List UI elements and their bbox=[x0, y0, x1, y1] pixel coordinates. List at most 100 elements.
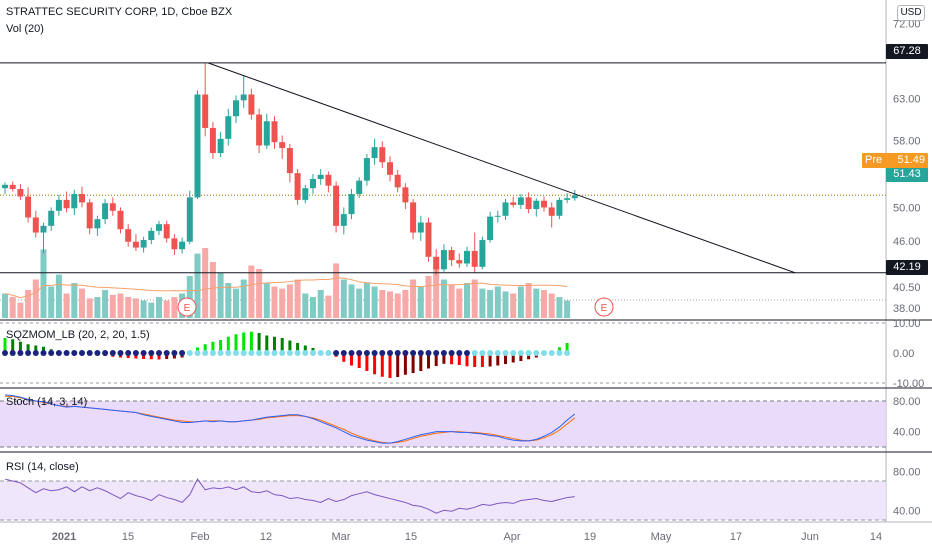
squeeze-dot bbox=[9, 350, 16, 356]
time-tick-label: 17 bbox=[730, 531, 742, 543]
squeeze-dot bbox=[171, 350, 178, 356]
candle-body bbox=[556, 199, 563, 216]
volume-bar bbox=[240, 279, 247, 318]
squeeze-dot bbox=[148, 350, 155, 356]
currency-button[interactable]: USD bbox=[897, 5, 925, 21]
volume-bar bbox=[25, 290, 32, 318]
grid-layer bbox=[0, 194, 886, 301]
candle-body bbox=[440, 250, 447, 270]
time-tick-label: Jun bbox=[801, 531, 819, 543]
candle-body bbox=[240, 94, 247, 101]
momentum-bar bbox=[450, 353, 454, 365]
volume-ma-line bbox=[4, 277, 568, 299]
volume-bar bbox=[140, 300, 147, 318]
price-tick-label: 63.00 bbox=[893, 94, 921, 106]
volume-bar bbox=[371, 286, 378, 318]
squeeze-dot bbox=[363, 350, 370, 356]
momentum-bar bbox=[565, 343, 569, 353]
squeeze-dot bbox=[525, 350, 532, 356]
momentum-bar bbox=[303, 345, 307, 353]
candle-body bbox=[256, 114, 263, 146]
stoch-label: Stoch (14, 3, 14) bbox=[6, 396, 88, 408]
stoch-tick-label: 40.00 bbox=[893, 427, 921, 439]
volume-bar bbox=[102, 290, 109, 318]
candle-body bbox=[410, 202, 417, 233]
candle-body bbox=[194, 94, 201, 198]
candle-body bbox=[86, 202, 93, 229]
volume-bar bbox=[348, 284, 355, 318]
momentum-bar bbox=[157, 353, 161, 360]
rsi-line bbox=[4, 478, 575, 514]
momentum-bar bbox=[388, 353, 392, 378]
candle-body bbox=[464, 250, 470, 264]
candle-body bbox=[533, 200, 540, 210]
candle-body bbox=[248, 94, 255, 115]
momentum-bar bbox=[18, 341, 22, 353]
momentum-bar bbox=[396, 353, 400, 377]
candle-body bbox=[94, 219, 101, 229]
squeeze-dot bbox=[548, 350, 555, 356]
candle-body bbox=[564, 198, 571, 200]
candle-body bbox=[48, 210, 55, 226]
stoch-band bbox=[0, 401, 886, 447]
earnings-marker-label: E bbox=[601, 303, 608, 314]
momentum-bar bbox=[11, 339, 15, 353]
squeeze-dot bbox=[294, 350, 301, 356]
candle-body bbox=[456, 260, 463, 264]
candle-body bbox=[102, 203, 109, 220]
squeeze-dot bbox=[502, 350, 509, 356]
candle-body bbox=[179, 241, 186, 250]
volume-bar bbox=[294, 279, 301, 318]
squeeze-dot bbox=[564, 350, 571, 356]
earnings-marker bbox=[177, 297, 197, 317]
momentum-bar bbox=[527, 353, 531, 360]
candle-body bbox=[548, 207, 555, 216]
candle-body bbox=[55, 199, 62, 211]
momentum-bar bbox=[457, 353, 461, 365]
candle-body bbox=[286, 148, 293, 174]
candle-body bbox=[9, 184, 16, 190]
candle-body bbox=[294, 173, 301, 200]
squeeze-layer bbox=[0, 322, 886, 384]
momentum-bar bbox=[296, 343, 300, 353]
volume-bar bbox=[171, 297, 178, 318]
squeeze-dot bbox=[86, 350, 93, 356]
volume-bar bbox=[156, 297, 162, 318]
volume-bar bbox=[541, 290, 547, 318]
volume-bar bbox=[425, 276, 432, 318]
momentum-bar bbox=[480, 353, 484, 367]
candle-body bbox=[402, 187, 409, 203]
squeeze-dot bbox=[410, 350, 417, 356]
time-tick-label: 15 bbox=[405, 531, 417, 543]
candle-body bbox=[541, 200, 547, 208]
momentum-bar bbox=[403, 353, 407, 375]
squeeze-dot bbox=[186, 350, 193, 356]
time-tick-label: Apr bbox=[503, 531, 520, 543]
squeeze-dot bbox=[456, 350, 463, 356]
time-tick-label: May bbox=[651, 531, 672, 543]
candle-body bbox=[32, 217, 39, 233]
trendline bbox=[207, 62, 796, 274]
volume-bar bbox=[548, 293, 555, 318]
momentum-bar bbox=[288, 340, 292, 353]
candle-body bbox=[163, 224, 170, 239]
squeeze-dot bbox=[271, 350, 278, 356]
time-tick-label: 19 bbox=[584, 531, 596, 543]
squeeze-dot bbox=[556, 350, 563, 356]
squeeze-tick-label: 0.00 bbox=[893, 348, 914, 360]
squeeze-dot bbox=[240, 350, 247, 356]
squeeze-dot bbox=[279, 350, 286, 356]
momentum-bar bbox=[249, 331, 253, 353]
momentum-bar bbox=[226, 336, 230, 353]
squeeze-dot bbox=[417, 350, 424, 356]
squeeze-dot bbox=[217, 350, 224, 356]
squeeze-dot bbox=[25, 350, 32, 356]
candle-body bbox=[525, 197, 532, 210]
squeeze-dot bbox=[494, 350, 501, 356]
squeeze-dot bbox=[94, 350, 101, 356]
squeeze-dot bbox=[179, 350, 186, 356]
volume-bar bbox=[448, 284, 455, 318]
pre-market-value: 51.49 bbox=[897, 154, 925, 166]
time-tick-label: Mar bbox=[332, 531, 351, 543]
momentum-bar bbox=[434, 353, 438, 366]
